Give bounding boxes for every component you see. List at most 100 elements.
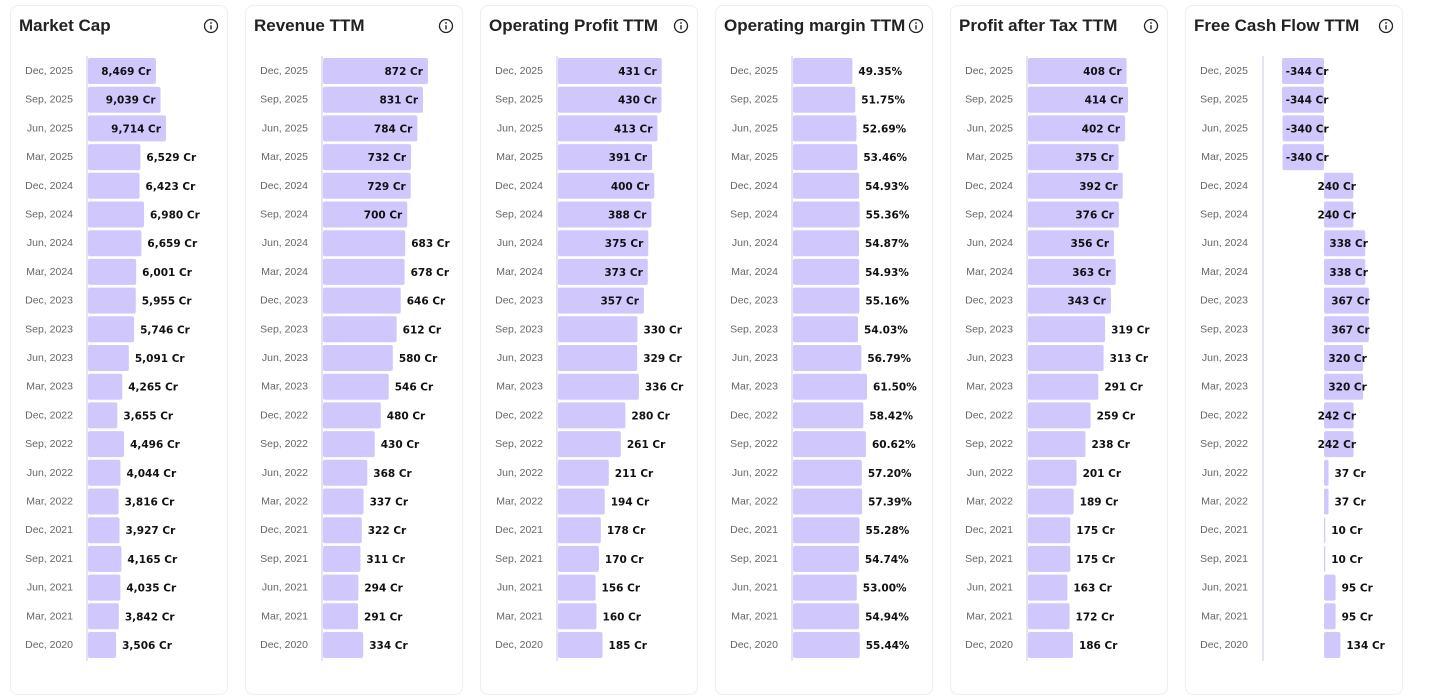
bar[interactable]: [88, 459, 121, 486]
bar[interactable]: [323, 258, 405, 285]
bar[interactable]: [88, 86, 161, 113]
bar[interactable]: [88, 517, 120, 544]
bar[interactable]: [323, 632, 364, 658]
bar[interactable]: [1028, 58, 1127, 84]
bar[interactable]: [323, 431, 375, 458]
bar[interactable]: [1324, 373, 1364, 400]
bar[interactable]: [1028, 316, 1106, 343]
bar[interactable]: [558, 201, 652, 228]
bar[interactable]: [1324, 431, 1354, 458]
bar[interactable]: [1324, 574, 1336, 601]
bar[interactable]: [558, 258, 648, 285]
bar[interactable]: [793, 172, 860, 199]
bar[interactable]: [1324, 488, 1329, 515]
info-icon[interactable]: [908, 18, 924, 34]
bar[interactable]: [1324, 603, 1336, 630]
bar[interactable]: [793, 58, 853, 84]
bar[interactable]: [1028, 258, 1116, 285]
bar[interactable]: [323, 86, 424, 113]
bar[interactable]: [1028, 172, 1123, 199]
bar[interactable]: [793, 144, 858, 171]
bar[interactable]: [88, 345, 129, 371]
bar[interactable]: [88, 115, 166, 142]
bar[interactable]: [1028, 603, 1070, 630]
bar[interactable]: [558, 517, 601, 544]
bar[interactable]: [88, 545, 122, 572]
bar[interactable]: [1324, 287, 1369, 314]
bar[interactable]: [323, 201, 408, 228]
bar[interactable]: [793, 574, 857, 601]
bar[interactable]: [1324, 632, 1341, 658]
bar[interactable]: [793, 86, 856, 113]
bar[interactable]: [323, 545, 361, 572]
bar[interactable]: [1324, 345, 1364, 371]
info-icon[interactable]: [438, 18, 454, 34]
bar[interactable]: [323, 459, 368, 486]
bar[interactable]: [793, 230, 860, 257]
bar[interactable]: [793, 201, 860, 228]
bar[interactable]: [1282, 115, 1325, 142]
bar[interactable]: [793, 373, 868, 400]
bar[interactable]: [88, 316, 135, 343]
bar[interactable]: [558, 230, 649, 257]
bar[interactable]: [558, 144, 653, 171]
bar[interactable]: [558, 172, 655, 199]
bar[interactable]: [558, 58, 662, 84]
bar[interactable]: [558, 431, 621, 458]
bar[interactable]: [793, 603, 860, 630]
bar[interactable]: [793, 632, 860, 658]
bar[interactable]: [323, 603, 359, 630]
bar[interactable]: [1028, 517, 1071, 544]
bar[interactable]: [1028, 632, 1073, 658]
bar[interactable]: [88, 402, 118, 429]
bar[interactable]: [1028, 86, 1129, 113]
bar[interactable]: [558, 603, 597, 630]
bar[interactable]: [323, 373, 389, 400]
bar[interactable]: [1028, 488, 1074, 515]
bar[interactable]: [1028, 115, 1126, 142]
bar[interactable]: [323, 316, 397, 343]
bar[interactable]: [558, 86, 662, 113]
bar[interactable]: [88, 373, 123, 400]
bar[interactable]: [1324, 517, 1326, 544]
bar[interactable]: [1324, 316, 1369, 343]
bar[interactable]: [88, 488, 119, 515]
bar[interactable]: [558, 316, 638, 343]
info-icon[interactable]: [1143, 18, 1159, 34]
bar[interactable]: [1028, 201, 1119, 228]
bar[interactable]: [558, 115, 658, 142]
bar[interactable]: [1028, 402, 1091, 429]
info-icon[interactable]: [673, 18, 689, 34]
bar[interactable]: [1028, 459, 1077, 486]
bar[interactable]: [88, 144, 141, 171]
bar[interactable]: [558, 545, 599, 572]
bar[interactable]: [793, 431, 866, 458]
bar[interactable]: [323, 115, 418, 142]
bar[interactable]: [558, 287, 644, 314]
bar[interactable]: [558, 459, 609, 486]
bar[interactable]: [88, 201, 145, 228]
bar[interactable]: [323, 172, 411, 199]
bar[interactable]: [323, 402, 381, 429]
bar[interactable]: [793, 115, 857, 142]
bar[interactable]: [558, 574, 596, 601]
bar[interactable]: [88, 632, 117, 658]
bar[interactable]: [88, 287, 136, 314]
bar[interactable]: [793, 258, 860, 285]
bar[interactable]: [793, 316, 859, 343]
bar[interactable]: [1028, 144, 1119, 171]
bar[interactable]: [558, 345, 638, 371]
bar[interactable]: [1324, 402, 1354, 429]
bar[interactable]: [793, 402, 864, 429]
bar[interactable]: [88, 258, 137, 285]
bar[interactable]: [793, 517, 860, 544]
bar[interactable]: [88, 172, 140, 199]
bar[interactable]: [1028, 545, 1071, 572]
bar[interactable]: [558, 373, 639, 400]
bar[interactable]: [1324, 258, 1366, 285]
bar[interactable]: [793, 545, 859, 572]
bar[interactable]: [88, 58, 156, 84]
bar[interactable]: [793, 287, 860, 314]
info-icon[interactable]: [1378, 18, 1394, 34]
bar[interactable]: [1028, 373, 1099, 400]
